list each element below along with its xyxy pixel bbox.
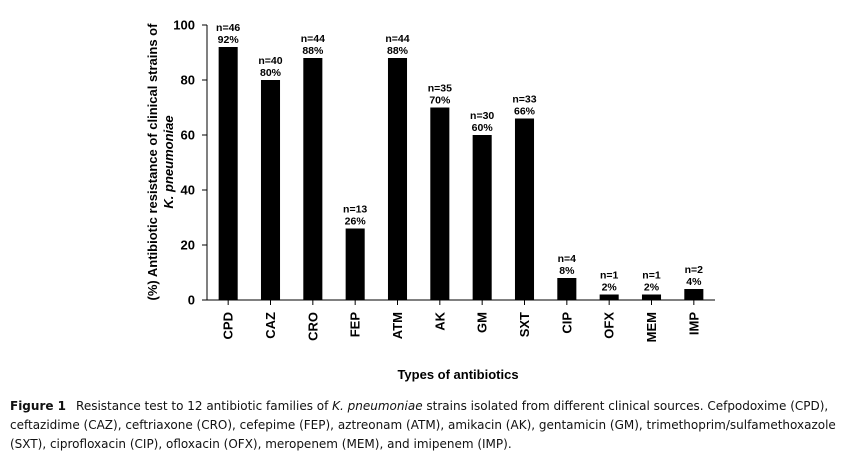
bar-count-label: n=33 (512, 94, 536, 106)
x-category-label: AK (432, 311, 447, 330)
y-tick-label: 80 (181, 73, 195, 88)
bar-caz (260, 80, 281, 300)
figure-label: Figure 1 (10, 399, 67, 413)
x-category-label: CAZ (263, 312, 278, 339)
y-tick-label: 40 (181, 183, 195, 198)
y-tick-label: 60 (181, 128, 195, 143)
bar-count-label: n=4 (558, 253, 577, 265)
bar-count-label: n=13 (343, 204, 367, 216)
x-category-label: OFX (602, 312, 617, 339)
caption-organism: K. pneumoniae (332, 399, 423, 413)
bar-sxt (514, 118, 535, 300)
bar-count-label: n=46 (216, 22, 240, 34)
x-category-label: GM (475, 312, 490, 333)
y-tick-label: 100 (173, 18, 195, 33)
x-category-label: IMP (686, 312, 701, 335)
x-category-label: FEP (348, 312, 363, 338)
x-category-label: CPD (221, 312, 236, 339)
x-category-label: CRO (305, 312, 320, 341)
y-axis: 0 20 40 60 80 100 (173, 18, 207, 308)
bar-count-label: n=1 (642, 270, 661, 282)
bar-fep (345, 228, 365, 300)
bar-count-label: n=2 (685, 264, 704, 276)
bar-percent-label: 88% (387, 45, 409, 57)
caption-text-before: Resistance test to 12 antibiotic familie… (76, 399, 333, 413)
y-axis-title-line1: (%) Antibiotic resistance of clinical st… (145, 23, 160, 301)
bar-count-label: n=1 (600, 270, 619, 282)
bar-percent-label: 8% (559, 265, 575, 277)
bar-cpd (218, 47, 238, 300)
bar-chart: (%) Antibiotic resistance of clinical st… (145, 18, 715, 382)
bar-count-label: n=44 (385, 33, 409, 45)
bar-cro (303, 58, 323, 300)
bar-percent-label: 80% (260, 67, 282, 79)
bar-cip (557, 278, 577, 300)
bar-mem (641, 294, 662, 300)
bar-percent-label: 66% (514, 106, 536, 118)
y-axis-title-line2: K. pneumoniae (161, 115, 176, 208)
x-category-label: CIP (559, 312, 574, 334)
figure-caption: Figure 1 Resistance test to 12 antibiotic… (10, 397, 845, 454)
bar-percent-label: 88% (302, 45, 324, 57)
bar-atm (387, 58, 408, 300)
x-category-label: ATM (390, 312, 405, 339)
bar-ak (430, 107, 450, 300)
caption-text-after: strains isolated from different clinical… (10, 399, 836, 451)
bar-percent-label: 60% (472, 122, 494, 134)
x-axis-title: Types of antibiotics (397, 367, 518, 382)
bar-gm (472, 135, 492, 300)
bar-count-label: n=30 (470, 110, 494, 122)
bar-count-label: n=40 (258, 55, 282, 67)
x-category-label: MEM (644, 312, 659, 342)
x-category-label: SXT (517, 312, 532, 337)
bar-percent-label: 26% (345, 216, 367, 228)
y-tick-label: 20 (181, 238, 195, 253)
x-axis-categories: CPD CAZ CRO FEP ATM AK GM SXT CIP OFX MEM IMP (221, 300, 701, 342)
bar-percent-label: 92% (218, 34, 240, 46)
bar-count-label: n=44 (301, 33, 325, 45)
bar-percent-label: 2% (602, 282, 618, 294)
bar-ofx (599, 294, 619, 300)
bar-percent-label: 70% (429, 95, 451, 107)
bar-percent-label: 4% (686, 276, 702, 288)
bar-imp (684, 289, 704, 300)
bar-percent-label: 2% (644, 282, 660, 294)
bar-count-label: n=35 (428, 83, 452, 95)
data-labels: n=4692%n=4080%n=4488%n=1326%n=4488%n=357… (216, 22, 703, 294)
bars (218, 47, 704, 300)
y-axis-title: (%) Antibiotic resistance of clinical st… (145, 23, 176, 301)
y-tick-label: 0 (188, 293, 195, 308)
